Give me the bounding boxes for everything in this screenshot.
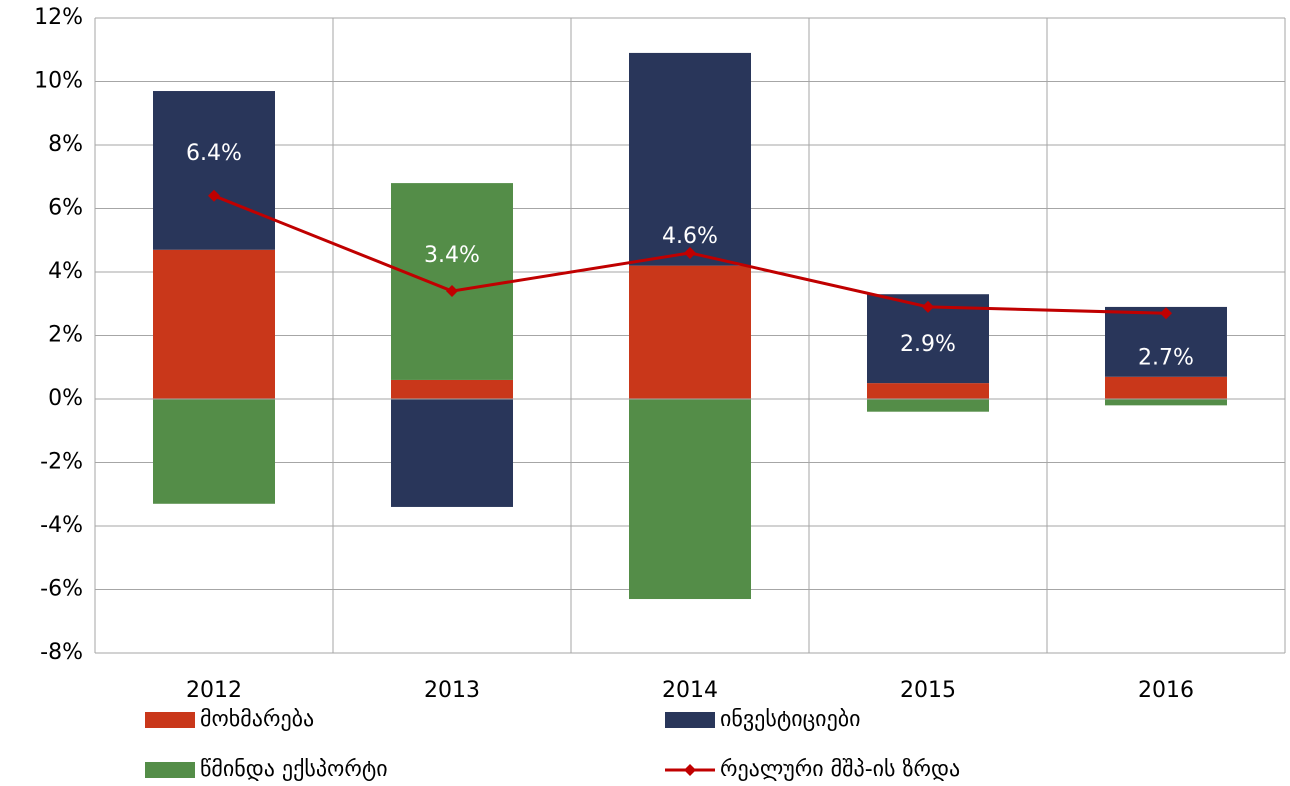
bar xyxy=(1105,376,1227,399)
data-label: 2.7% xyxy=(1138,345,1194,370)
line-marker xyxy=(208,189,220,202)
bar xyxy=(391,183,513,380)
legend-swatch xyxy=(665,712,715,728)
line-marker xyxy=(446,285,458,298)
legend-label: რეალური მშპ-ის ზრდა xyxy=(720,757,960,782)
y-tick-label: 8% xyxy=(48,132,83,157)
y-tick-label: -2% xyxy=(40,450,83,475)
x-tick-label: 2015 xyxy=(900,678,956,703)
y-tick-label: 4% xyxy=(48,259,83,284)
bar xyxy=(391,399,513,507)
y-tick-label: 10% xyxy=(34,69,83,94)
line-marker xyxy=(922,300,934,313)
y-tick-label: -8% xyxy=(40,640,83,665)
legend-label: მოხმარება xyxy=(200,707,314,732)
x-tick-label: 2014 xyxy=(662,678,718,703)
y-tick-label: 6% xyxy=(48,196,83,221)
y-tick-label: 12% xyxy=(34,5,83,30)
bar xyxy=(867,399,989,412)
bar xyxy=(153,249,275,399)
data-label: 6.4% xyxy=(186,141,242,166)
y-tick-label: 0% xyxy=(48,386,83,411)
data-label: 2.9% xyxy=(900,332,956,357)
bar xyxy=(629,265,751,399)
bar xyxy=(153,91,275,250)
y-tick-label: -4% xyxy=(40,513,83,538)
legend-label: წმინდა ექსპორტი xyxy=(200,757,388,782)
legend-swatch xyxy=(145,712,195,728)
y-tick-label: 2% xyxy=(48,323,83,348)
bar xyxy=(867,383,989,399)
legend-swatch xyxy=(145,762,195,778)
bar xyxy=(629,52,751,266)
line-marker xyxy=(1160,307,1172,320)
x-tick-label: 2013 xyxy=(424,678,480,703)
bar xyxy=(391,379,513,399)
data-label: 3.4% xyxy=(424,243,480,268)
legend-label: ინვესტიციები xyxy=(720,707,861,732)
bar xyxy=(153,399,275,504)
bar xyxy=(629,399,751,600)
y-tick-label: -6% xyxy=(40,577,83,602)
data-label: 4.6% xyxy=(662,224,718,249)
x-tick-label: 2016 xyxy=(1138,678,1194,703)
legend-marker xyxy=(684,764,696,776)
bar xyxy=(1105,399,1227,406)
x-tick-label: 2012 xyxy=(186,678,242,703)
line-marker xyxy=(684,246,696,259)
